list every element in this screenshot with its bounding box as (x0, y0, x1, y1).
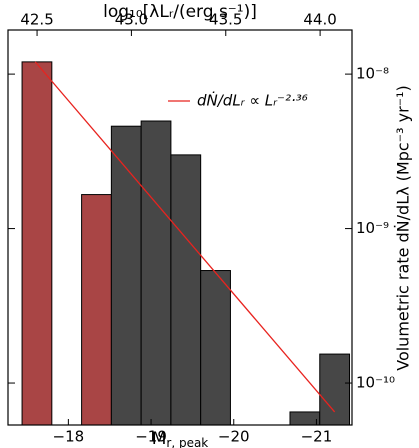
bar (140, 120, 172, 426)
x2-tick-label: 42.5 (20, 11, 53, 29)
x-tick-label: −19 (135, 428, 167, 446)
x2-tick-label: 43.0 (115, 11, 148, 29)
plot-frame (7, 29, 353, 426)
y-axis-label: Volumetric rate dṄ/dLλ (Mpc⁻³ yr⁻¹) (394, 85, 413, 371)
x-tick-label: −21 (301, 428, 333, 446)
x-tick-label: −18 (53, 428, 85, 446)
x2-tick-label: 44.0 (303, 11, 336, 29)
bar (21, 61, 53, 426)
y-tick-label: 10⁻⁹ (356, 219, 389, 237)
y-tick-label: 10⁻⁸ (356, 65, 389, 83)
x-label-main: M (152, 429, 167, 448)
x-axis-label: Mr, peak (152, 429, 209, 448)
bar (170, 154, 202, 426)
fit-line (34, 61, 336, 413)
x2-axis-label: log₁₀[λLᵣ/(erg s⁻¹)] (103, 2, 257, 22)
bar (319, 353, 351, 426)
bar (289, 411, 321, 426)
bar (110, 125, 142, 426)
legend-label: dṄ/dLᵣ ∝ Lᵣ⁻²·³⁶ (197, 91, 308, 110)
x-label-sub: r, peak (166, 436, 208, 448)
x-tick-label: −20 (218, 428, 250, 446)
bar (200, 270, 231, 426)
y-tick-label: 10⁻¹⁰ (356, 374, 395, 392)
x2-tick-label: 43.5 (209, 11, 242, 29)
bar (81, 194, 112, 426)
